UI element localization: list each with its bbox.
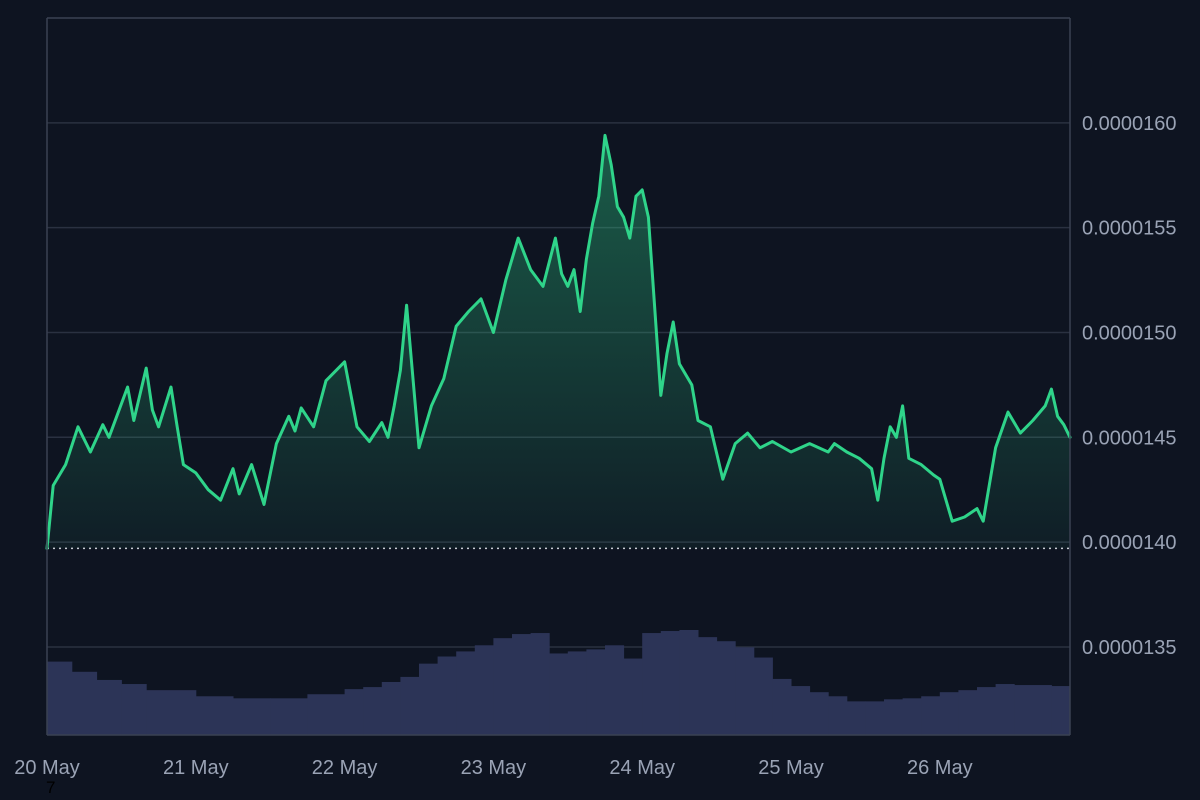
volume-bar [791, 686, 811, 735]
x-tick-label: 22 May [312, 757, 378, 779]
volume-bar [660, 631, 680, 735]
volume-bar [344, 689, 364, 735]
volume-bar [865, 701, 885, 735]
volume-bar [1051, 686, 1071, 735]
x-tick-label: 24 May [609, 757, 675, 779]
x-tick-label: 20 May [14, 757, 80, 779]
volume-bar [772, 678, 792, 735]
x-tick-label: 26 May [907, 757, 973, 779]
volume-bar [195, 696, 234, 735]
volume-bar [71, 671, 98, 735]
volume-bar [605, 645, 625, 735]
plot-frame [46, 17, 1071, 736]
volume-bar [270, 698, 308, 735]
volume-bar [1014, 685, 1034, 735]
volume-bar [400, 676, 420, 735]
volume-bar [363, 687, 383, 735]
volume-bar [549, 653, 569, 735]
y-tick-label: 0.0000160 [1082, 113, 1177, 135]
volume-bar [474, 645, 494, 735]
volume-bar [493, 638, 513, 735]
volume-bar [809, 692, 829, 735]
volume-bar [977, 687, 997, 735]
volume-bar [233, 698, 271, 735]
y-tick-label: 0.0000155 [1082, 218, 1177, 240]
volume-bar [146, 690, 197, 735]
x-tick-label: 23 May [461, 757, 527, 779]
volume-bar [623, 658, 643, 735]
volume-bar [958, 690, 978, 735]
volume-bar [530, 633, 550, 735]
volume-bar [716, 641, 736, 735]
volume-bar [884, 699, 904, 735]
volume-bar [995, 684, 1015, 735]
volume-bar [735, 647, 755, 735]
volume-bar [121, 684, 147, 735]
y-tick-label: 0.0000135 [1082, 637, 1177, 659]
volume-bar [381, 681, 401, 735]
volume-bar [96, 679, 122, 735]
volume-bar [921, 696, 941, 735]
corner-label: 7 [46, 778, 56, 797]
volume-bar [753, 657, 773, 735]
volume-bar [437, 656, 457, 735]
volume-bar [679, 630, 699, 735]
volume-bar [939, 692, 959, 735]
volume-bar [698, 637, 718, 735]
volume-bar [828, 696, 848, 735]
x-tick-label: 21 May [163, 757, 229, 779]
price-area [47, 135, 1070, 549]
volume-bar [456, 651, 476, 735]
volume-bar [419, 663, 439, 735]
volume-bar [47, 661, 73, 735]
y-tick-label: 0.0000150 [1082, 322, 1177, 344]
volume-bar [846, 701, 866, 735]
volume-bar [567, 651, 587, 735]
volume-bar [642, 633, 662, 735]
volume-bar [586, 649, 606, 735]
volume-bar [902, 698, 922, 735]
volume-bar [512, 634, 532, 735]
x-axis-ticks: 20 May 21 May 22 May 23 May 24 May 25 May 26 M… [14, 757, 972, 779]
y-tick-label: 0.0000145 [1082, 427, 1177, 449]
price-line [45, 133, 1072, 550]
x-tick-label: 25 May [758, 757, 824, 779]
volume-bar [307, 694, 346, 735]
volume-bars [47, 630, 1071, 735]
y-tick-label: 0.0000140 [1082, 532, 1177, 554]
volume-bar [1032, 685, 1052, 735]
y-axis-ticks: 0.0000160 0.0000155 0.0000150 0.0000145 0.00… [1082, 113, 1177, 659]
